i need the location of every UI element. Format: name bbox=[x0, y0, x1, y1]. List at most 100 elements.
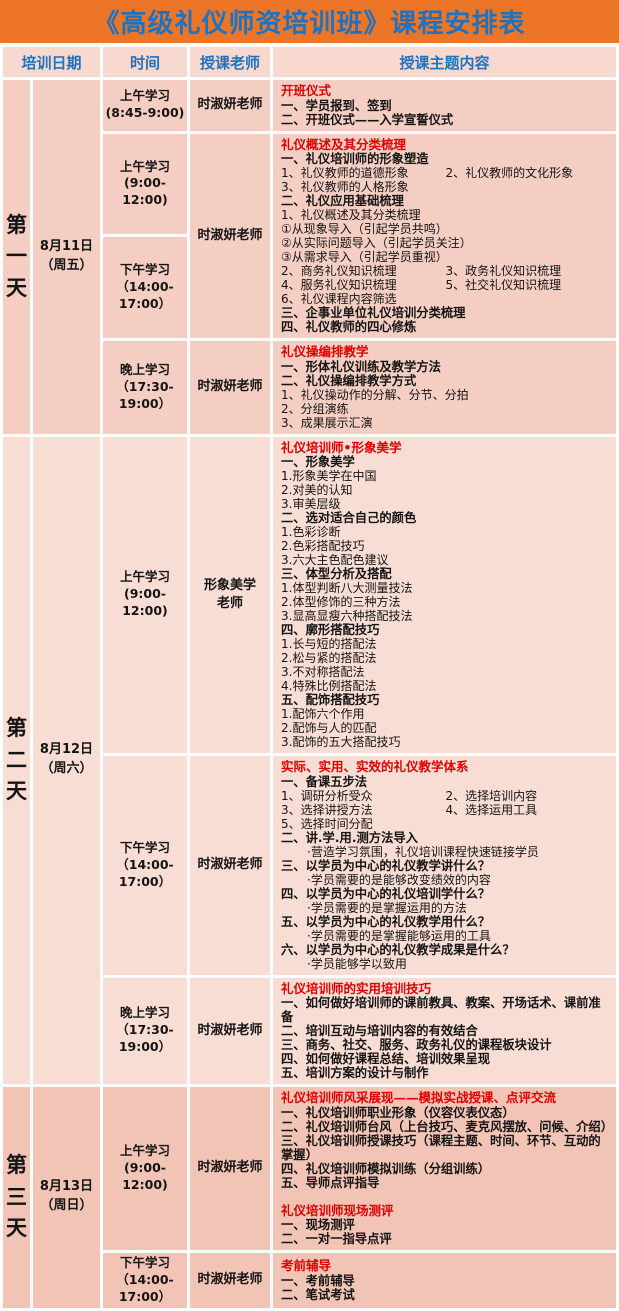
content-line: 2.体型修饰的三种方法 bbox=[281, 595, 401, 609]
content-line: ②从实际问题导入（引起学员关注） bbox=[281, 236, 472, 250]
time-cell: 晚上学习 （17:30- 19:00） bbox=[103, 977, 187, 1084]
page-title: 《高级礼仪师资培训班》课程安排表 bbox=[0, 0, 619, 43]
content-line-col: 2、商务礼仪知识梳理 bbox=[281, 264, 397, 278]
day-block: 第一天 8月11日 （周五） 上午学习 (8:45-9:00) 时淑妍老师 开班仪式 一、… bbox=[3, 80, 616, 434]
content-line: 3、礼仪教师的人格形象 bbox=[281, 180, 409, 194]
teacher-cell: 时淑妍老师 bbox=[190, 133, 270, 338]
time-cell: 晚上学习 （17:30- 19:00） bbox=[103, 341, 187, 434]
date-label: 8月13日 （周日） bbox=[33, 1087, 100, 1308]
content-line: 1、调研分析受众 2、选择培训内容 bbox=[281, 789, 610, 803]
time-cell: 上午学习 (8:45-9:00) bbox=[103, 80, 187, 131]
header-cell-teacher: 授课老师 bbox=[190, 47, 270, 77]
content-block: 考前辅导 一、考前辅导 二、笔试考试 bbox=[281, 1259, 610, 1302]
content-block-title: 开班仪式 bbox=[281, 83, 332, 98]
content-line: 3.审美层级 bbox=[281, 497, 341, 511]
content-line: 四、如何做好课程总结、培训效果呈现 bbox=[281, 1052, 491, 1066]
teacher-cell: 时淑妍老师 bbox=[190, 80, 270, 131]
content-line: 五、培训方案的设计与制作 bbox=[281, 1066, 429, 1080]
time-cell: 上午学习 (9:00-12:00) bbox=[103, 436, 187, 753]
content-line-col: 2、礼仪教师的文化形象 bbox=[445, 166, 574, 180]
time-cell: 下午学习 （14:00- 17:00） bbox=[103, 1253, 187, 1308]
teacher-cell: 时淑妍老师 bbox=[190, 341, 270, 434]
content-line: 4.特殊比例搭配法 bbox=[281, 679, 377, 693]
content-line: 二、培训互动与培训内容的有效结合 bbox=[281, 1024, 478, 1038]
content-line: 5、选择时间分配 bbox=[281, 816, 373, 831]
content-line: 1.色彩诊断 bbox=[281, 525, 341, 539]
content-cell: 礼仪操编排教学 一、形体礼仪训练及教学方法 二、礼仪操编排教学方式 1、礼仪操动作的分… bbox=[273, 341, 616, 434]
day-label: 第二天 bbox=[3, 436, 30, 1084]
content-block: 实际、实用、实效的礼仪教学体系 一、备课五步法 1、调研分析受众 2、选择培训内容 3、… bbox=[281, 759, 610, 971]
content-line: 3.显高显瘦六种搭配技法 bbox=[281, 609, 413, 623]
content-line: 一、礼仪培训师职业形象（仪容仪表仪态） bbox=[281, 1105, 515, 1120]
content-line: 一、学员报到、签到 bbox=[281, 98, 392, 113]
content-line: 四、礼仪培训师模拟训练（分组训练） bbox=[281, 1161, 491, 1176]
time-stack: 上午学习 (9:00-12:00) 下午学习 （14:00- 17:00） bbox=[103, 133, 187, 338]
content-block-title: 礼仪概述及其分类梳理 bbox=[281, 136, 407, 152]
content-block-title: 礼仪培训师•形象美学 bbox=[281, 439, 402, 455]
content-block: 礼仪概述及其分类梳理 一、礼仪培训师的形象塑造 1、礼仪教师的道德形象 2、礼仪教师的… bbox=[281, 136, 610, 334]
content-line-col: 1、调研分析受众 bbox=[281, 788, 373, 803]
content-line: ③从需求导入（引起学员重视） bbox=[281, 250, 448, 264]
content-line: 五、导师点评指导 bbox=[281, 1175, 380, 1190]
content-block-title: 礼仪培训师风采展现——模拟实战授课、点评交流 bbox=[281, 1090, 557, 1105]
content-line: 1.长与短的搭配法 bbox=[281, 637, 377, 651]
content-line: 一、备课五步法 bbox=[281, 774, 368, 789]
session-row: 上午学习 (9:00-12:00) 时淑妍老师 礼仪培训师风采展现——模拟实战授课、… bbox=[103, 1087, 616, 1250]
content-cell: 考前辅导 一、考前辅导 二、笔试考试 bbox=[273, 1253, 616, 1308]
content-line: 3、成果展示汇演 bbox=[281, 415, 373, 430]
content-line: 3.配饰的五大搭配技巧 bbox=[281, 735, 401, 749]
content-block: 礼仪培训师现场测评 一、现场测评 二、一对一指导点评 bbox=[281, 1202, 610, 1246]
session-row: 晚上学习 （17:30- 19:00） 时淑妍老师 礼仪操编排教学 一、形体礼仪训练及… bbox=[103, 341, 616, 434]
content-line: 4、服务礼仪知识梳理 5、社交礼仪知识梳理 bbox=[281, 278, 610, 292]
content-line: 二、一对一指导点评 bbox=[281, 1232, 392, 1246]
content-line: 1.形象美学在中国 bbox=[281, 469, 377, 483]
day-rows: 上午学习 (9:00-12:00) 时淑妍老师 礼仪培训师风采展现——模拟实战授课、… bbox=[103, 1087, 616, 1308]
content-line: 三、以学员为中心的礼仪教学讲什么？ bbox=[281, 858, 491, 873]
content-line-col: 2、选择培训内容 bbox=[445, 788, 538, 803]
time-cell: 下午学习 （14:00- 17:00） bbox=[103, 237, 187, 338]
content-line: 一、礼仪培训师的形象塑造 bbox=[281, 152, 429, 166]
content-line: 二、礼仪培训师台风（上台技巧、麦克风摆放、问候、介绍） bbox=[281, 1119, 614, 1134]
content-line-col: 4、选择运用工具 bbox=[445, 802, 538, 817]
content-line: 1.配饰六个作用 bbox=[281, 707, 365, 721]
content-line: 2.对美的认知 bbox=[281, 483, 353, 497]
content-line: 1、礼仪概述及其分类梳理 bbox=[281, 208, 421, 222]
content-block-title: 礼仪培训师现场测评 bbox=[281, 1202, 394, 1218]
header-row: 培训日期 时间 授课老师 授课主题内容 bbox=[3, 47, 616, 77]
content-line: 2.色彩搭配技巧 bbox=[281, 539, 365, 553]
teacher-cell: 时淑妍老师 bbox=[190, 756, 270, 975]
content-block: 礼仪培训师的实用培训技巧 一、如何做好培训师的课前教具、教案、开场话术、课前准备二… bbox=[281, 980, 610, 1080]
content-line: 3.六大主色配色建议 bbox=[281, 553, 389, 567]
content-line: 三、企事业单位礼仪培训分类梳理 bbox=[281, 306, 466, 320]
content-line-col: 3、政务礼仪知识梳理 bbox=[445, 264, 562, 278]
content-line-col: 3、选择讲授方法 bbox=[281, 802, 373, 817]
content-line-col: 5、社交礼仪知识梳理 bbox=[445, 278, 562, 292]
content-line: 五、配饰搭配技巧 bbox=[281, 693, 380, 707]
content-cell: 礼仪培训师•形象美学 一、形象美学 1.形象美学在中国 2.对美的认知 3.审美层级 二、… bbox=[273, 436, 616, 753]
teacher-cell: 时淑妍老师 bbox=[190, 977, 270, 1084]
content-line: ·学员能够学以致用 bbox=[307, 956, 407, 971]
content-block: 礼仪操编排教学 一、形体礼仪训练及教学方法 二、礼仪操编排教学方式 1、礼仪操动作的分… bbox=[281, 344, 610, 430]
content-line: 一、考前辅导 bbox=[281, 1273, 355, 1288]
content-line: 2.松与紧的搭配法 bbox=[281, 651, 377, 665]
session-row: 上午学习 (9:00-12:00) 形象美学 老师 礼仪培训师•形象美学 一、形象美学… bbox=[103, 436, 616, 753]
session-row: 下午学习 （14:00- 17:00） 时淑妍老师 考前辅导 一、考前辅导 二、笔试考试 bbox=[103, 1253, 616, 1308]
time-cell: 下午学习 （14:00- 17:00） bbox=[103, 756, 187, 975]
content-cell: 实际、实用、实效的礼仪教学体系 一、备课五步法 1、调研分析受众 2、选择培训内容 3、… bbox=[273, 756, 616, 975]
content-block-title: 实际、实用、实效的礼仪教学体系 bbox=[281, 759, 469, 774]
content-line: 二、笔试考试 bbox=[281, 1287, 355, 1302]
content-block-title: 礼仪操编排教学 bbox=[281, 344, 369, 359]
content-line: 四、以学员为中心的礼仪培训学什么？ bbox=[281, 886, 491, 901]
content-line: 3.不对称搭配法 bbox=[281, 665, 365, 679]
day-block: 第三天 8月13日 （周日） 上午学习 (9:00-12:00) 时淑妍老师 礼仪培训师… bbox=[3, 1087, 616, 1308]
content-line: 六、以学员为中心的礼仪教学成果是什么？ bbox=[281, 942, 515, 957]
content-cell: 开班仪式 一、学员报到、签到 二、开班仪式——入学宣誓仪式 bbox=[273, 80, 616, 131]
content-line-col: 1、礼仪教师的道德形象 bbox=[281, 166, 409, 180]
content-cell: 礼仪培训师风采展现——模拟实战授课、点评交流 一、礼仪培训师职业形象（仪容仪表仪态… bbox=[273, 1087, 616, 1250]
content-line: ·学员需要的是掌握能够运用的工具 bbox=[307, 928, 491, 943]
content-block-title: 礼仪培训师的实用培训技巧 bbox=[281, 980, 432, 996]
content-cell: 礼仪培训师的实用培训技巧 一、如何做好培训师的课前教具、教案、开场话术、课前准备二… bbox=[273, 977, 616, 1084]
header-cell-content: 授课主题内容 bbox=[273, 47, 616, 77]
content-line: 三、体型分析及搭配 bbox=[281, 567, 392, 581]
